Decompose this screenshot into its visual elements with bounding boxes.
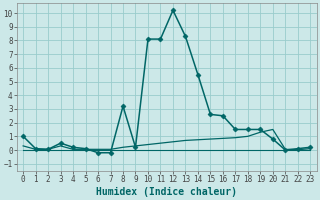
X-axis label: Humidex (Indice chaleur): Humidex (Indice chaleur) xyxy=(96,186,237,197)
